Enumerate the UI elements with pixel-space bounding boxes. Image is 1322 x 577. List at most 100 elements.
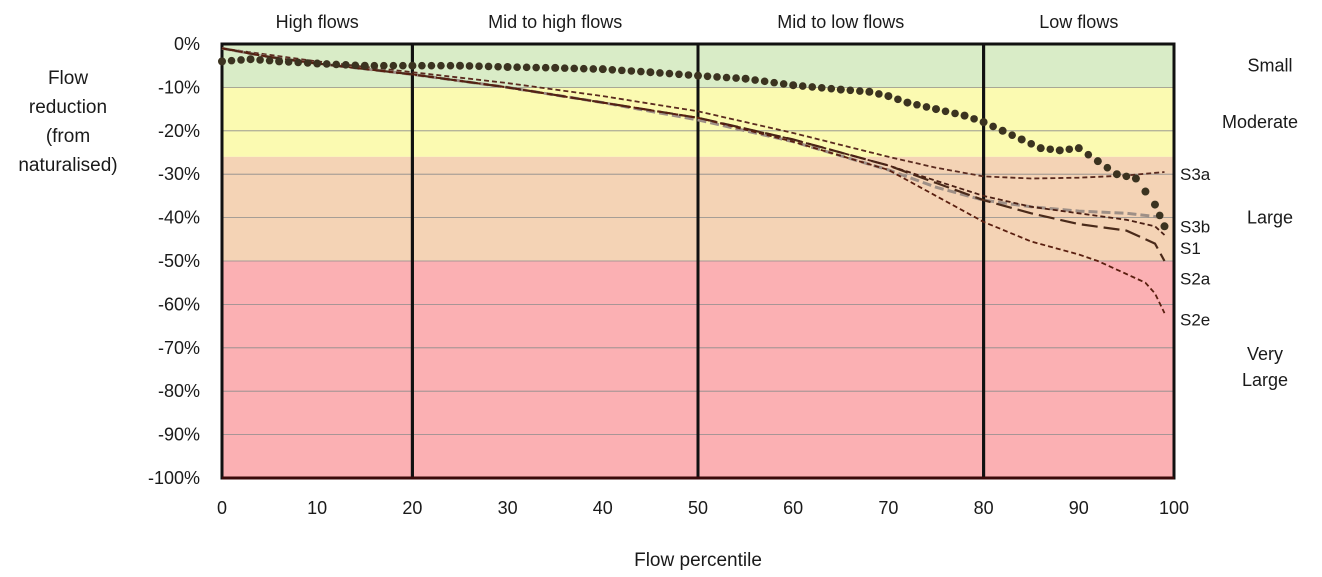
series-dots-point xyxy=(751,76,759,84)
series-dots-point xyxy=(684,71,693,79)
series-dots-point xyxy=(598,65,607,74)
series-dots-point xyxy=(932,105,940,114)
x-tick-label: 40 xyxy=(593,498,613,518)
series-dots-point xyxy=(913,100,921,109)
y-axis-title-line: (from xyxy=(46,126,90,147)
series-dots-point xyxy=(922,103,931,111)
series-dots-point xyxy=(275,57,284,66)
series-dots-point xyxy=(1093,157,1102,166)
series-dots-point xyxy=(389,61,398,70)
series-dots-point xyxy=(1027,140,1035,148)
series-dots-point xyxy=(408,61,417,70)
series-dots-point xyxy=(570,64,579,73)
series-dots-point xyxy=(1074,144,1083,153)
series-dots-point xyxy=(856,87,864,95)
y-tick-label: -20% xyxy=(158,121,200,141)
series-dots-point xyxy=(808,83,817,91)
series-dots-point xyxy=(551,63,560,72)
series-dots-point xyxy=(608,65,617,74)
series-dots-point xyxy=(1046,145,1055,154)
y-tick-label: 0% xyxy=(174,34,200,54)
series-dots-point xyxy=(227,56,236,65)
series-dots-point xyxy=(522,63,531,72)
series-dots-point xyxy=(1103,163,1112,172)
series-dots-point xyxy=(894,95,902,104)
series-dots-point xyxy=(465,62,474,70)
series-dots-point xyxy=(589,65,598,73)
series-dots-point xyxy=(532,63,540,72)
period-labels: High flows Mid to high flows Mid to low fl… xyxy=(276,12,1119,32)
x-tick-label: 50 xyxy=(688,498,708,518)
x-axis-title: Flow percentile xyxy=(634,550,762,571)
series-label-s2a: S2a xyxy=(1180,269,1211,288)
x-tick-label: 80 xyxy=(974,498,994,518)
series-end-labels: S3a S3b S1 S2a S2e xyxy=(1180,165,1211,329)
x-axis-tick-labels: 0 10 20 30 40 50 60 70 80 90 100 xyxy=(217,498,1189,518)
band-label-moderate: Moderate xyxy=(1222,112,1298,132)
y-tick-label: -30% xyxy=(158,164,200,184)
series-dots-point xyxy=(494,62,502,71)
band-label-large: Large xyxy=(1247,208,1293,228)
series-dots-point xyxy=(646,68,655,77)
series-dots-point xyxy=(446,61,455,70)
series-dots-point xyxy=(1150,200,1159,209)
axis-titles: Flow percentile Flow reduction (from natural… xyxy=(18,68,762,571)
series-dots-point xyxy=(970,115,978,123)
band-label-small: Small xyxy=(1247,56,1292,76)
series-dots-point xyxy=(1160,222,1169,231)
series-dots-point xyxy=(541,63,550,72)
series-dots-point xyxy=(884,92,893,101)
y-axis-title-line: Flow xyxy=(48,68,88,89)
x-tick-label: 30 xyxy=(498,498,518,518)
series-label-s1: S1 xyxy=(1180,239,1201,258)
series-dots-point xyxy=(1036,144,1045,153)
series-dots-point xyxy=(656,69,664,77)
series-dots-point xyxy=(979,118,988,127)
series-dots-point xyxy=(637,67,645,76)
band-label-very-large: Very xyxy=(1247,344,1283,364)
series-dots-point xyxy=(399,61,407,70)
series-dots-point xyxy=(989,122,997,131)
series-dots-point xyxy=(437,61,445,70)
series-dots-point xyxy=(789,81,798,90)
series-dots-point xyxy=(732,74,740,82)
series-dots-point xyxy=(1131,174,1140,183)
y-tick-label: -40% xyxy=(158,208,200,228)
series-dots-point xyxy=(1008,131,1016,139)
series-dots-point xyxy=(817,84,826,92)
series-dots-point xyxy=(1017,135,1026,144)
series-dots-point xyxy=(770,78,778,87)
series-dots-point xyxy=(703,72,712,81)
series-dots-point xyxy=(427,61,436,70)
series-dots-point xyxy=(1084,150,1093,159)
series-dots-point xyxy=(246,55,255,64)
series-dots-point xyxy=(951,109,959,118)
y-axis-title-line: reduction xyxy=(29,97,107,118)
series-dots-point xyxy=(513,63,521,71)
period-label-2: Mid to high flows xyxy=(488,12,622,32)
series-label-s2e: S2e xyxy=(1180,311,1210,330)
series-dots-point xyxy=(332,60,341,69)
series-dots-point xyxy=(618,66,626,75)
y-tick-label: -80% xyxy=(158,381,200,401)
series-dots-point xyxy=(237,56,245,64)
x-tick-label: 10 xyxy=(307,498,327,518)
series-line-s2e xyxy=(221,47,1166,314)
series-dots-point xyxy=(351,61,360,70)
series-dots-point xyxy=(1155,211,1164,220)
x-tick-label: 100 xyxy=(1159,498,1189,518)
series-dots-point xyxy=(303,59,312,67)
y-tick-label: -60% xyxy=(158,294,200,314)
band-label-very-large: Large xyxy=(1242,370,1288,390)
x-tick-label: 90 xyxy=(1069,498,1089,518)
series-dots-point xyxy=(741,74,750,83)
series-dots-point xyxy=(1055,146,1064,155)
series-dots-point xyxy=(418,61,426,70)
x-tick-label: 20 xyxy=(402,498,422,518)
period-label-4: Low flows xyxy=(1039,12,1118,32)
band-labels: Small Moderate Large Very Large xyxy=(1222,56,1298,390)
series-dots-point xyxy=(875,90,883,98)
x-tick-label: 0 xyxy=(217,498,227,518)
series-dots-point xyxy=(322,60,331,68)
y-tick-label: -50% xyxy=(158,251,200,271)
